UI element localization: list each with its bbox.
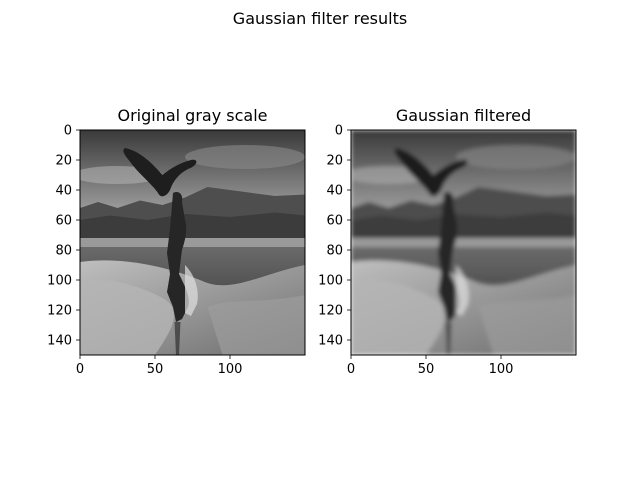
y-tick-label-original: 140: [47, 334, 72, 349]
x-tick-label-gaussian: 50: [418, 362, 435, 377]
y-tick-label-gaussian: 60: [326, 214, 343, 229]
y-tick-label-original: 0: [64, 124, 72, 139]
y-tick-label-gaussian: 140: [318, 334, 343, 349]
ticks-gaussian: 0 50 100 0 20 40 60 80 100 120 140: [318, 124, 513, 378]
axes-frame-gaussian: [350, 129, 577, 356]
image-gaussian: [351, 130, 576, 355]
axes-gaussian: Gaussian filtered 0 50 100 0 20 40 60 80 100 120 1…: [318, 106, 577, 378]
y-tick-label-original: 120: [47, 304, 72, 319]
x-tick-label-original: 0: [76, 362, 84, 377]
y-tick-label-gaussian: 20: [326, 154, 343, 169]
axes-frame-original: [79, 129, 306, 356]
y-tick-label-original: 40: [55, 184, 72, 199]
axes-original: Original gray scale 0 50 100 0 20 40 60 80 100 12…: [47, 106, 306, 378]
y-tick-label-original: 100: [47, 274, 72, 289]
y-tick-label-original: 60: [55, 214, 72, 229]
y-tick-label-gaussian: 0: [335, 124, 343, 139]
y-tick-label-gaussian: 100: [318, 274, 343, 289]
x-tick-label-original: 50: [147, 362, 164, 377]
axes-title-gaussian: Gaussian filtered: [396, 106, 531, 125]
x-tick-label-original: 100: [218, 362, 243, 377]
x-tick-label-gaussian: 100: [489, 362, 514, 377]
figure-title: Gaussian filter results: [233, 9, 407, 28]
y-tick-label-gaussian: 80: [326, 244, 343, 259]
y-tick-label-gaussian: 120: [318, 304, 343, 319]
y-tick-label-original: 80: [55, 244, 72, 259]
axes-title-original: Original gray scale: [117, 106, 267, 125]
image-original: [80, 130, 305, 355]
y-tick-label-original: 20: [55, 154, 72, 169]
ticks-original: 0 50 100 0 20 40 60 80 100 120 140: [47, 124, 242, 378]
y-tick-label-gaussian: 40: [326, 184, 343, 199]
x-tick-label-gaussian: 0: [347, 362, 355, 377]
